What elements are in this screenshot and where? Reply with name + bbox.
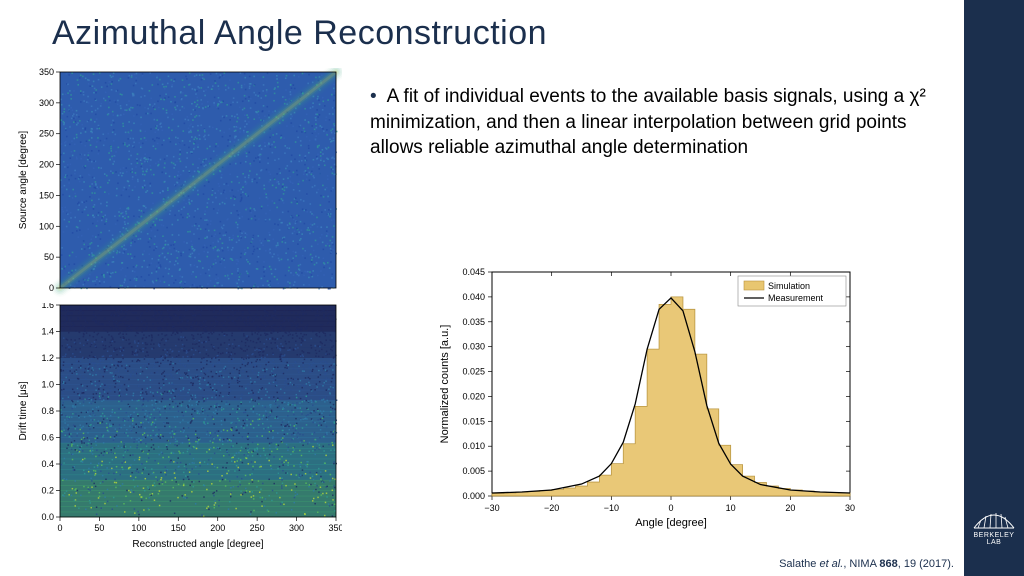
svg-text:350: 350 xyxy=(39,68,54,77)
citation-vol: 868 xyxy=(879,558,897,570)
heatmap-drift-vs-reconstructed: 0.00.20.40.60.81.01.21.41.60501001502002… xyxy=(12,303,342,553)
citation-author: Salathe xyxy=(779,558,819,570)
citation-journal: , NIMA xyxy=(843,558,879,570)
left-figure-column: 0 50 100 150 200 250 300 350 Source angle [degre… xyxy=(12,68,342,564)
svg-text:Source angle [degree]: Source angle [degree] xyxy=(18,131,29,230)
svg-text:0: 0 xyxy=(49,283,54,293)
slide: BERKELEY LAB Azimuthal Angle Reconstruct… xyxy=(0,0,1024,576)
angle-distribution-chart: 0.0000.0050.0100.0150.0200.0250.0300.035… xyxy=(432,262,862,532)
svg-text:300: 300 xyxy=(39,98,54,108)
citation: Salathe et al., NIMA 868, 19 (2017). xyxy=(779,558,954,570)
svg-text:100: 100 xyxy=(39,221,54,231)
svg-text:150: 150 xyxy=(39,190,54,200)
svg-text:200: 200 xyxy=(39,160,54,170)
page-title: Azimuthal Angle Reconstruction xyxy=(52,14,547,53)
heatmap-source-vs-reconstructed: 0 50 100 150 200 250 300 350 Source angle [degre… xyxy=(12,68,342,298)
lab-label: BERKELEY LAB xyxy=(974,532,1015,546)
svg-text:250: 250 xyxy=(39,129,54,139)
svg-text:50: 50 xyxy=(44,252,54,262)
bullet-content: A fit of individual events to the availa… xyxy=(370,86,926,158)
lab-logo: BERKELEY LAB xyxy=(968,508,1020,546)
citation-rest: , 19 (2017). xyxy=(898,558,954,570)
citation-etal: et al. xyxy=(819,558,843,570)
bullet-mark: • xyxy=(370,86,377,107)
brand-sidebar xyxy=(964,0,1024,576)
bullet-text: •A fit of individual events to the avail… xyxy=(370,84,930,161)
